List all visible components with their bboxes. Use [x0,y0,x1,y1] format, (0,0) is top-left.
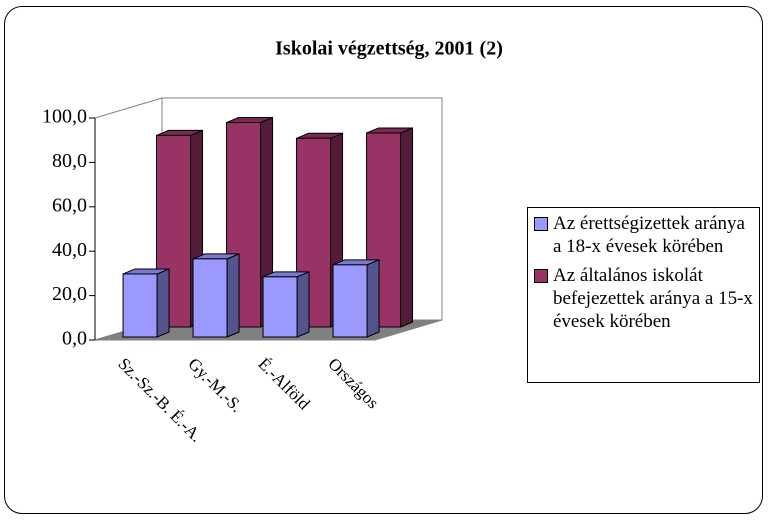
bar-side [226,253,240,338]
y-tick-label: 60,0 [52,194,87,216]
bar [192,253,240,338]
bar [332,259,380,338]
chart-frame [4,6,763,514]
bar [226,116,274,328]
x-tick-label: Gy.-M.-S. [184,354,246,416]
bar-side [296,271,310,338]
legend-entry: Az általános iskolát befejezettek aránya… [534,264,755,333]
bar [122,268,170,338]
legend-label: Az érettségizettek aránya a 18-x évesek … [553,213,745,257]
legend: Az érettségizettek aránya a 18-x évesek … [527,207,760,383]
y-tick-label: 80,0 [52,150,87,172]
legend-swatch [534,217,548,231]
bar-front [262,276,298,338]
legend-swatch [534,269,548,283]
bar-front [192,258,228,338]
y-tick-label: 100,0 [42,106,87,128]
x-tick-label: É.-Alföld [254,354,314,414]
y-tick-label: 40,0 [52,239,87,261]
legend-label: Az általános iskolát befejezettek aránya… [553,265,753,332]
bar-front [122,273,158,338]
bar [262,271,310,338]
bar-side [366,259,380,338]
bar-front [332,264,368,338]
legend-entry: Az érettségizettek aránya a 18-x évesek … [534,212,755,258]
y-tick-label: 0,0 [62,328,87,350]
chart-title: Iskolai végzettség, 2001 (2) [275,38,503,60]
x-tick-label: Országos [324,354,382,412]
bar-side [156,268,170,338]
bar-side [400,127,414,328]
y-tick-label: 20,0 [52,283,87,305]
